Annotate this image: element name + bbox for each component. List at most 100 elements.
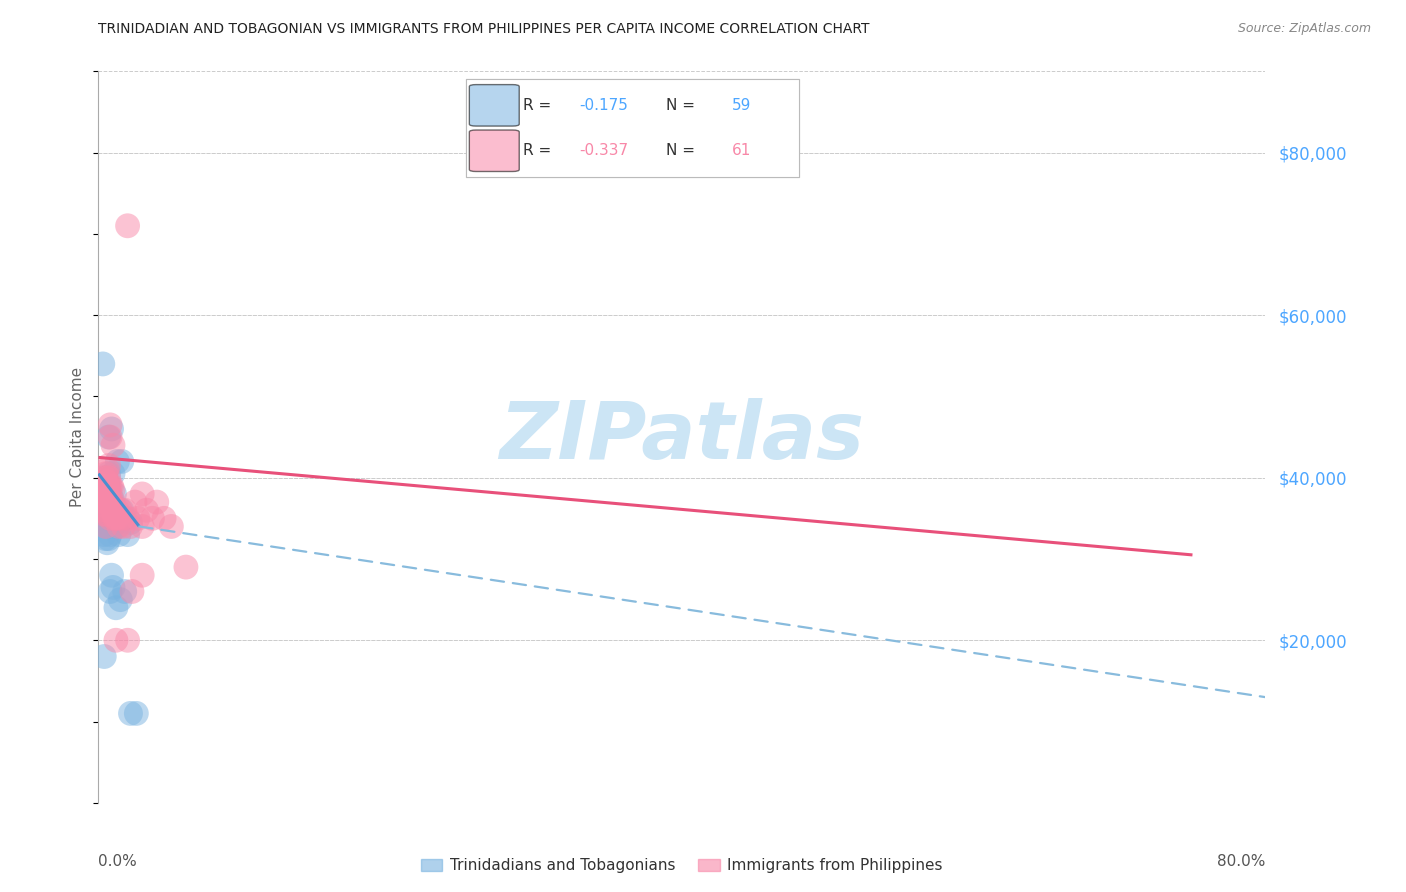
Y-axis label: Per Capita Income: Per Capita Income <box>70 367 86 508</box>
Point <box>93 527 115 541</box>
Point <box>98 479 121 493</box>
Point <box>93 503 115 517</box>
Point <box>97 467 120 481</box>
Point <box>100 422 122 436</box>
Point <box>124 495 146 509</box>
Point <box>98 511 121 525</box>
Point <box>96 491 118 505</box>
Point <box>131 487 153 501</box>
Point <box>96 479 118 493</box>
Point <box>97 495 120 509</box>
Point <box>104 511 127 525</box>
Point <box>93 649 115 664</box>
Point <box>111 454 134 468</box>
Point <box>96 475 118 489</box>
Text: 80.0%: 80.0% <box>1218 854 1265 869</box>
Text: ZIPatlas: ZIPatlas <box>499 398 865 476</box>
Point <box>100 495 122 509</box>
Point <box>96 535 118 549</box>
Point <box>96 511 118 525</box>
Point <box>98 417 121 432</box>
Point <box>100 491 122 505</box>
Point <box>97 479 120 493</box>
Point <box>120 516 142 530</box>
Point <box>105 503 128 517</box>
Point <box>96 508 118 522</box>
Point <box>112 519 135 533</box>
Point <box>93 508 115 522</box>
Point <box>120 706 142 721</box>
Point <box>98 584 121 599</box>
Point <box>93 471 115 485</box>
Point <box>98 511 121 525</box>
Point <box>131 568 153 582</box>
Point <box>97 483 120 497</box>
Point <box>96 503 118 517</box>
Point <box>117 219 139 233</box>
Point <box>104 600 127 615</box>
Point <box>98 516 121 530</box>
Point <box>94 471 117 485</box>
Point <box>101 438 124 452</box>
Point <box>97 458 120 473</box>
Point <box>131 519 153 533</box>
Point <box>91 357 114 371</box>
Point <box>96 479 118 493</box>
Text: Source: ZipAtlas.com: Source: ZipAtlas.com <box>1237 22 1371 36</box>
Point <box>101 503 124 517</box>
Point <box>96 495 118 509</box>
Point <box>105 454 128 468</box>
Point <box>117 511 139 525</box>
Point <box>114 503 136 517</box>
Point <box>97 499 120 513</box>
Point <box>103 487 125 501</box>
Point <box>98 430 121 444</box>
Point <box>91 491 114 505</box>
Point <box>101 581 124 595</box>
Point <box>100 479 122 493</box>
Point <box>98 487 121 501</box>
Point <box>153 511 176 525</box>
Point <box>100 495 122 509</box>
Point <box>93 495 115 509</box>
Point <box>120 519 142 533</box>
Point <box>94 511 117 525</box>
Text: TRINIDADIAN AND TOBAGONIAN VS IMMIGRANTS FROM PHILIPPINES PER CAPITA INCOME CORR: TRINIDADIAN AND TOBAGONIAN VS IMMIGRANTS… <box>98 22 870 37</box>
Point <box>94 483 117 497</box>
Point <box>104 503 127 517</box>
Point <box>103 511 125 525</box>
Point <box>97 471 120 485</box>
Point <box>104 633 127 648</box>
Point <box>91 487 114 501</box>
Point <box>96 487 118 501</box>
Point <box>114 511 136 525</box>
Point <box>94 499 117 513</box>
Point <box>96 519 118 533</box>
Point <box>108 519 131 533</box>
Point <box>94 467 117 481</box>
Point <box>94 532 117 546</box>
Point <box>94 503 117 517</box>
Point <box>141 511 163 525</box>
Point <box>101 495 124 509</box>
Point <box>94 487 117 501</box>
Point <box>105 519 128 533</box>
Point <box>97 430 120 444</box>
Point <box>103 503 125 517</box>
Point <box>110 503 132 517</box>
Point <box>97 503 120 517</box>
Point <box>98 495 121 509</box>
Point <box>96 462 118 476</box>
Point <box>97 516 120 530</box>
Point <box>98 495 121 509</box>
Point <box>103 511 125 525</box>
Legend: Trinidadians and Tobagonians, Immigrants from Philippines: Trinidadians and Tobagonians, Immigrants… <box>415 852 949 880</box>
Point <box>108 527 131 541</box>
Point <box>127 511 149 525</box>
Point <box>97 487 120 501</box>
Point <box>97 532 120 546</box>
Point <box>98 527 121 541</box>
Point <box>125 706 148 721</box>
Point <box>100 503 122 517</box>
Point <box>101 467 124 481</box>
